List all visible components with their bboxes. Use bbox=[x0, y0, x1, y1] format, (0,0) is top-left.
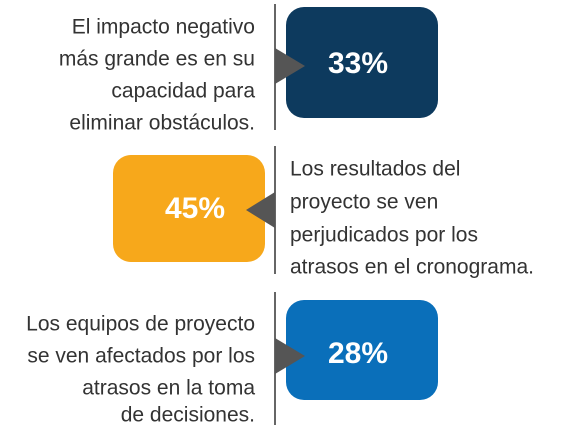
pointer bbox=[246, 192, 275, 228]
description-line: capacidad para bbox=[111, 80, 255, 103]
description-line: El impacto negativo bbox=[72, 16, 255, 39]
description-line: se ven afectados por los bbox=[27, 345, 255, 368]
description-line: de decisiones. bbox=[121, 404, 255, 425]
pointer bbox=[275, 338, 305, 374]
stat-box bbox=[286, 300, 438, 400]
description-line: Los resultados del bbox=[290, 158, 460, 181]
stat-value: 28% bbox=[328, 337, 388, 370]
description-line: más grande es en su bbox=[59, 48, 255, 71]
description-line: Los equipos de proyecto bbox=[26, 313, 255, 336]
stat-value: 45% bbox=[165, 192, 225, 225]
stat-box bbox=[113, 155, 265, 262]
description-line: proyecto se ven bbox=[290, 191, 438, 214]
pointer bbox=[275, 48, 305, 84]
description-line: atrasos en el cronograma. bbox=[290, 256, 534, 279]
stat-value: 33% bbox=[328, 47, 388, 80]
description-line: eliminar obstáculos. bbox=[69, 112, 255, 135]
description-line: atrasos en la toma bbox=[82, 377, 255, 400]
stat-box bbox=[286, 7, 438, 118]
description-line: perjudicados por los bbox=[290, 224, 478, 247]
